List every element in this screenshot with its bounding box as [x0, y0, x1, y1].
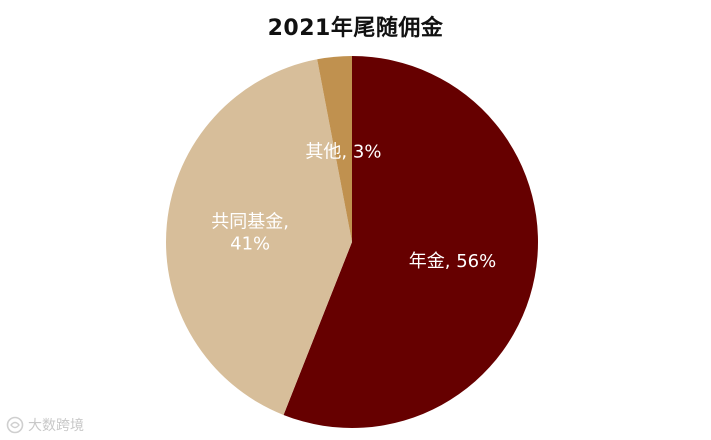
watermark: 大数跨境 [6, 414, 84, 436]
pie-slices [166, 56, 539, 428]
watermark-text: 大数跨境 [28, 418, 84, 434]
pie-slice-label-line: 41% [230, 233, 270, 254]
pie-slice-label-line: 共同基金, [211, 211, 289, 232]
brand-logo-icon [6, 416, 24, 434]
pie-slice-label-2: 共同基金, 41% [211, 211, 289, 254]
pie-slice-2 [166, 59, 352, 415]
chart-title: 2021年尾随佣金 [267, 16, 444, 41]
pie-labels: 年金, 56% 共同基金, 41% 其他, 3% [211, 141, 496, 272]
pie-slice-label-3: 其他, 3% [305, 141, 381, 162]
pie-slice-1 [283, 56, 539, 428]
pie-slice-3 [317, 56, 352, 242]
pie-slice-label-1: 年金, 56% [409, 251, 496, 272]
